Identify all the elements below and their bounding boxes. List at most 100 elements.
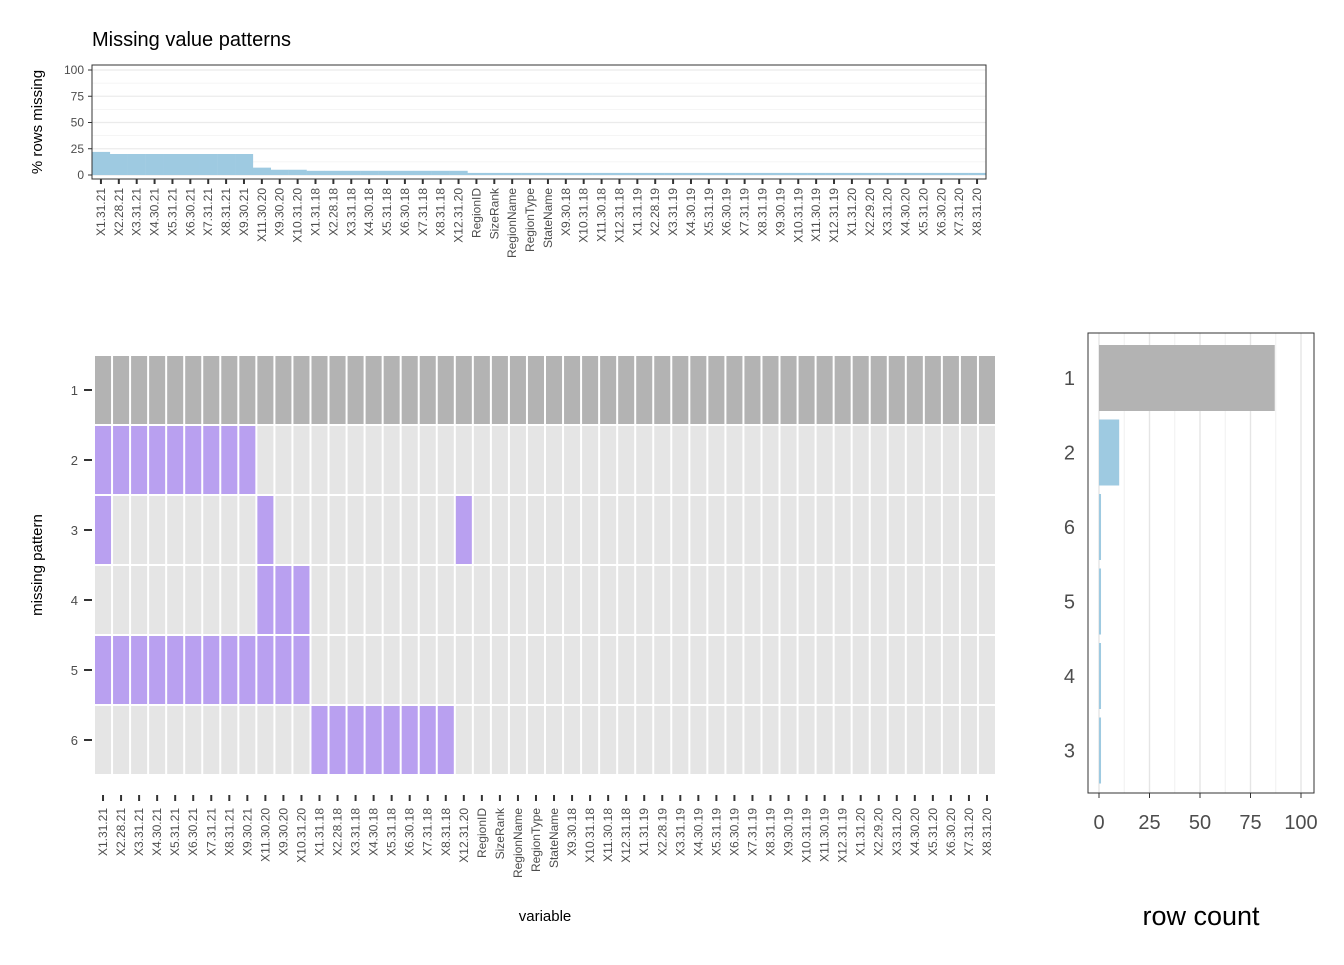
heat-cell-p4-StateName	[546, 566, 563, 634]
heat-cell-p5-X6.30.18	[401, 636, 418, 704]
right-bar-pattern-6	[1099, 494, 1102, 560]
heat-cell-p3-X1.31.19	[636, 496, 653, 564]
heat-cell-p5-X2.28.18	[329, 636, 346, 704]
heat-cell-p6-X11.30.20	[257, 706, 274, 774]
top-bar-X10.31.18	[574, 172, 593, 175]
top-xtick-label: X7.31.19	[738, 188, 752, 236]
top-bar-X4.30.18	[360, 170, 379, 175]
heat-xtick-label: X1.31.20	[854, 808, 868, 856]
right-ytick-label: 4	[1064, 666, 1075, 688]
heat-cell-p1-X9.30.18	[564, 356, 581, 424]
heat-cell-p1-X2.28.21	[113, 356, 130, 424]
heat-cell-p6-X5.31.21	[167, 706, 184, 774]
heat-cell-p6-X10.31.20	[293, 706, 310, 774]
heat-cell-p2-X9.30.18	[564, 426, 581, 494]
heat-cell-p4-X7.31.21	[203, 566, 220, 634]
heat-cell-p6-X7.31.20	[960, 706, 977, 774]
top-xtick-label: RegionName	[505, 188, 519, 258]
right-bar-pattern-3	[1099, 717, 1102, 784]
top-xtick-label: X6.30.18	[398, 188, 412, 236]
heat-cell-p1-X1.31.21	[95, 356, 112, 424]
heat-x-axis-title: variable	[519, 908, 572, 925]
heat-cell-p6-RegionID	[473, 706, 490, 774]
top-chart-title: Missing value patterns	[92, 29, 291, 51]
top-bar-X6.30.19	[717, 172, 736, 175]
top-bar-X10.31.20	[288, 169, 307, 175]
heat-cell-p4-X1.31.21	[95, 566, 112, 634]
heat-cell-p5-X8.31.19	[762, 636, 779, 704]
heat-cell-p6-X12.31.18	[618, 706, 635, 774]
heat-cell-p5-StateName	[546, 636, 563, 704]
heat-cell-p6-X7.31.19	[744, 706, 761, 774]
top-bar-X8.31.18	[431, 170, 450, 175]
top-bar-X3.31.20	[878, 172, 897, 175]
heat-cell-p6-X4.30.20	[906, 706, 923, 774]
top-xtick-label: X2.29.20	[863, 188, 877, 236]
heat-cell-p6-X9.30.18	[564, 706, 581, 774]
heat-cell-p2-X11.30.18	[600, 426, 617, 494]
heat-cell-p4-X11.30.20	[257, 566, 274, 634]
heat-cell-p5-X7.31.19	[744, 636, 761, 704]
top-xtick-label: X8.31.19	[756, 188, 770, 236]
heat-cell-p5-X10.31.18	[582, 636, 599, 704]
heat-xtick-label: X7.31.20	[962, 808, 976, 856]
heat-cell-p1-X10.31.19	[798, 356, 815, 424]
heat-cell-p6-X3.31.21	[131, 706, 148, 774]
heat-xtick-label: X4.30.21	[150, 808, 164, 856]
heat-cell-p1-X12.31.19	[834, 356, 851, 424]
heat-cell-p6-X3.31.18	[347, 706, 364, 774]
heat-ytick-label: 4	[71, 593, 78, 608]
heat-cell-p5-X5.31.21	[167, 636, 184, 704]
heat-cell-p5-RegionID	[473, 636, 490, 704]
heat-cell-p2-X1.31.21	[95, 426, 112, 494]
heat-cell-p4-X11.30.18	[600, 566, 617, 634]
top-xtick-label: X9.30.18	[559, 188, 573, 236]
top-xtick-label: X3.31.21	[130, 188, 144, 236]
heat-cell-p1-X9.30.20	[275, 356, 292, 424]
top-bar-X1.31.18	[306, 170, 325, 175]
heat-cell-p5-X6.30.20	[942, 636, 959, 704]
heat-cell-p3-X11.30.20	[257, 496, 274, 564]
heat-cell-p4-X4.30.20	[906, 566, 923, 634]
heat-xtick-label: X4.30.19	[691, 808, 705, 856]
top-ytick-label: 25	[71, 142, 85, 156]
top-bar-X12.31.18	[610, 172, 629, 175]
heat-xtick-label: X8.31.21	[222, 808, 236, 856]
heat-xtick-label: X9.30.20	[276, 808, 290, 856]
heat-cell-p4-X9.30.20	[275, 566, 292, 634]
heat-cell-p1-X3.31.21	[131, 356, 148, 424]
heat-cell-p5-X1.31.21	[95, 636, 112, 704]
heat-xtick-label: X2.28.18	[331, 808, 345, 856]
heat-cell-p3-RegionName	[509, 496, 526, 564]
top-bar-X9.30.20	[270, 169, 289, 175]
heat-cell-p1-StateName	[546, 356, 563, 424]
heat-cell-p1-X1.31.20	[852, 356, 869, 424]
heat-cell-p5-X1.31.19	[636, 636, 653, 704]
heat-cell-p6-X3.31.20	[888, 706, 905, 774]
heat-cell-p5-X9.30.18	[564, 636, 581, 704]
top-bar-X8.31.20	[968, 172, 987, 175]
heat-cell-p4-X2.28.21	[113, 566, 130, 634]
top-xtick-label: X9.30.20	[273, 188, 287, 236]
heat-cell-p3-X12.31.20	[455, 496, 472, 564]
heat-cell-p2-X2.29.20	[870, 426, 887, 494]
heat-xtick-label: X12.31.19	[836, 808, 850, 863]
heat-cell-p3-X12.31.18	[618, 496, 635, 564]
heat-cell-p2-X5.31.19	[708, 426, 725, 494]
heat-cell-p6-X2.28.19	[654, 706, 671, 774]
heat-cell-p2-X2.28.19	[654, 426, 671, 494]
top-bar-X9.30.21	[235, 154, 254, 175]
heat-cell-p4-X7.31.20	[960, 566, 977, 634]
heat-cell-p6-X6.30.20	[942, 706, 959, 774]
top-bar-X4.30.19	[682, 172, 701, 175]
heat-xtick-label: X10.31.18	[583, 808, 597, 863]
heat-cell-p6-X9.30.19	[780, 706, 797, 774]
right-ytick-label: 1	[1064, 368, 1075, 390]
top-bar-X3.31.19	[664, 172, 683, 175]
heat-cell-p2-X3.31.20	[888, 426, 905, 494]
heat-cell-p2-X6.30.18	[401, 426, 418, 494]
heat-cell-p6-X2.28.21	[113, 706, 130, 774]
heat-cell-p3-X1.31.21	[95, 496, 112, 564]
heat-cell-p6-X12.31.20	[455, 706, 472, 774]
top-bar-X8.31.21	[217, 154, 236, 175]
